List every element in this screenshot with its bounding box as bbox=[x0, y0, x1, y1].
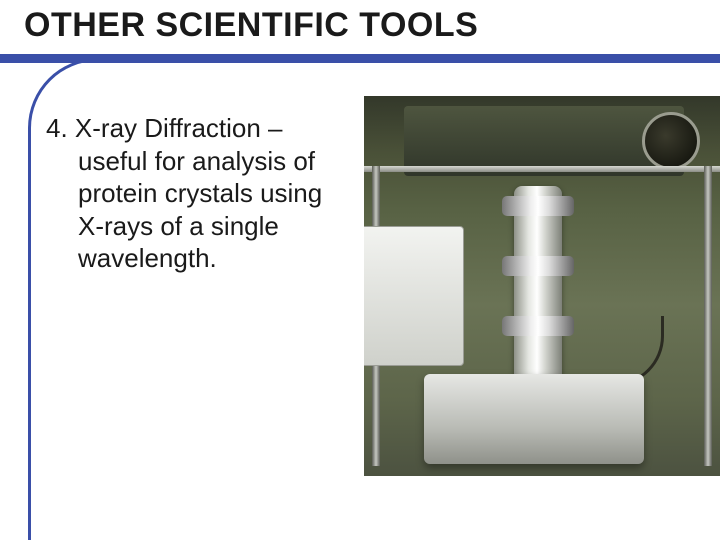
slide-title: OTHER SCIENTIFIC TOOLS bbox=[24, 6, 494, 45]
title-underline bbox=[0, 54, 720, 63]
equipment-ring bbox=[502, 196, 574, 216]
item-desc-line1: useful for analysis of bbox=[46, 145, 356, 178]
equipment-port-window bbox=[642, 112, 700, 170]
equipment-base bbox=[424, 374, 644, 464]
equipment-ring bbox=[502, 316, 574, 336]
equipment-post-right bbox=[704, 166, 712, 466]
item-desc-line4: wavelength. bbox=[46, 242, 356, 275]
body-text: 4. X-ray Diffraction – useful for analys… bbox=[46, 112, 356, 275]
equipment-side-box bbox=[364, 226, 464, 366]
equipment-rail bbox=[364, 166, 720, 172]
item-desc-line2: protein crystals using bbox=[46, 177, 356, 210]
equipment-ring bbox=[502, 256, 574, 276]
item-desc-line3: X-rays of a single bbox=[46, 210, 356, 243]
xray-diffraction-photo bbox=[364, 96, 720, 476]
item-number: 4. bbox=[46, 113, 68, 143]
item-name: X-ray Diffraction – bbox=[75, 113, 283, 143]
equipment-column bbox=[514, 186, 562, 396]
